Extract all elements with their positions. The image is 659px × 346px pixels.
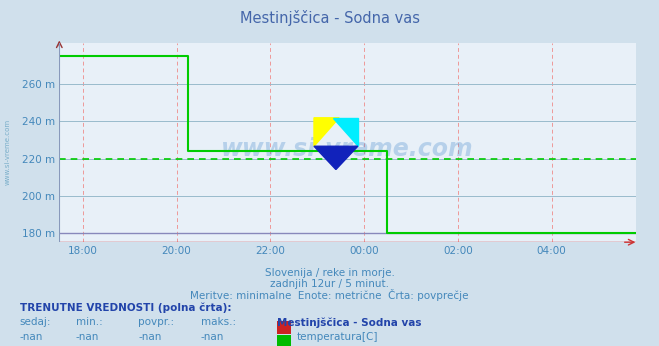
Polygon shape [314,118,339,146]
Polygon shape [314,146,358,170]
Text: min.:: min.: [76,317,103,327]
Text: TRENUTNE VREDNOSTI (polna črta):: TRENUTNE VREDNOSTI (polna črta): [20,303,231,313]
Text: -nan: -nan [138,332,161,342]
Text: Slovenija / reke in morje.: Slovenija / reke in morje. [264,268,395,278]
Text: zadnjih 12ur / 5 minut.: zadnjih 12ur / 5 minut. [270,279,389,289]
Polygon shape [333,118,358,146]
Text: sedaj:: sedaj: [20,317,51,327]
Text: povpr.:: povpr.: [138,317,175,327]
Text: -nan: -nan [201,332,224,342]
Text: Mestinjščica - Sodna vas: Mestinjščica - Sodna vas [239,10,420,26]
Text: www.si-vreme.com: www.si-vreme.com [221,137,474,161]
Text: Meritve: minimalne  Enote: metrične  Črta: povprečje: Meritve: minimalne Enote: metrične Črta:… [190,289,469,301]
Text: Mestinjščica - Sodna vas: Mestinjščica - Sodna vas [277,317,421,328]
Text: temperatura[C]: temperatura[C] [297,332,378,342]
Text: maks.:: maks.: [201,317,236,327]
Text: www.si-vreme.com: www.si-vreme.com [5,119,11,185]
Text: -nan: -nan [76,332,99,342]
Text: -nan: -nan [20,332,43,342]
